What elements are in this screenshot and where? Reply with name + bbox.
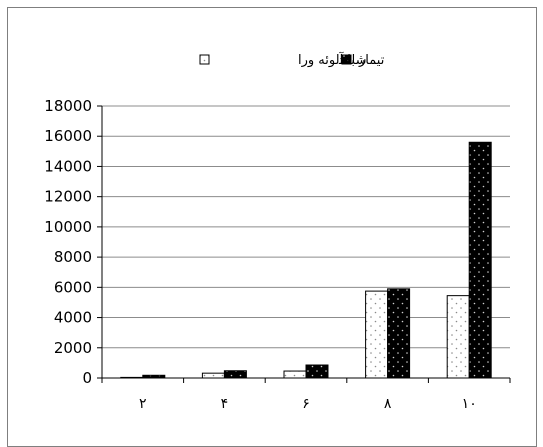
x-tick-label: ٨: [384, 396, 392, 412]
bar-control-2: [305, 364, 329, 379]
bar-treatment-3: [365, 290, 389, 379]
bars: [120, 141, 492, 379]
bar-control-3: [387, 288, 411, 379]
bar-treatment-1: [201, 372, 225, 379]
bar-treatment-4: [446, 295, 470, 379]
y-axis-ticks: 0 2000 4000 6000 8000 10000 12000 14000 16000 180…: [44, 97, 102, 387]
x-tick-label: ۶: [302, 396, 310, 412]
y-tick-label: 14000: [44, 157, 92, 175]
legend-swatch-control: [341, 54, 352, 65]
gridlines: [102, 105, 510, 349]
bar-control-4: [468, 141, 492, 379]
x-tick-label: ٢: [139, 396, 147, 412]
bar-chart: شاهد تیمار با آلوئه ورا 0 2000 4000 6000 800…: [44, 51, 511, 412]
chart-legend: شاهد تیمار با آلوئه ورا: [199, 51, 385, 68]
y-tick-label: 8000: [54, 248, 92, 266]
y-tick-label: 0: [82, 369, 92, 387]
y-tick-label: 18000: [44, 97, 92, 115]
legend-swatch-treatment: [199, 54, 210, 65]
axes: [101, 106, 510, 379]
bar-control-1: [223, 370, 247, 379]
y-tick-label: 16000: [44, 127, 92, 145]
x-axis-ticks: ٢ ۴ ۶ ٨ ١٠: [101, 378, 511, 412]
y-tick-label: 4000: [54, 309, 92, 327]
x-tick-label: ١٠: [462, 396, 477, 412]
y-tick-label: 10000: [44, 218, 92, 236]
y-tick-label: 6000: [54, 278, 92, 296]
bar-treatment-2: [283, 370, 307, 379]
x-tick-label: ۴: [221, 396, 229, 412]
legend-label-treatment: تیمار با آلوئه ورا: [298, 51, 385, 68]
y-tick-label: 12000: [44, 188, 92, 206]
legend-label-control: شاهد: [338, 53, 367, 68]
y-tick-label: 2000: [54, 339, 92, 357]
